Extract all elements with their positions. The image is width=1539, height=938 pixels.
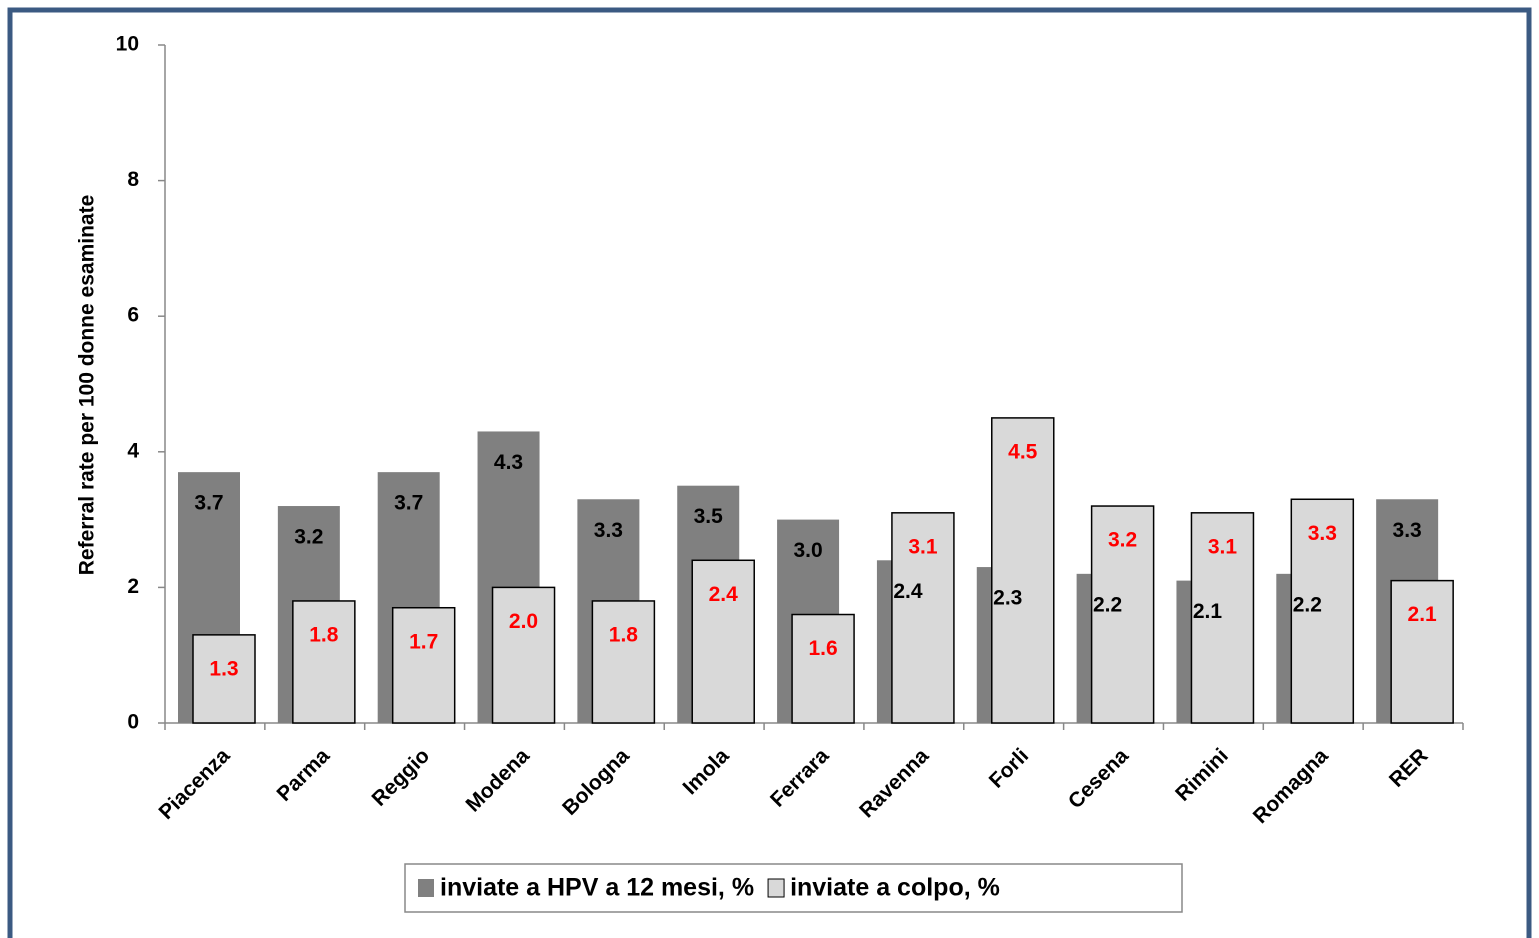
legend-swatch [418,879,434,897]
data-label: 3.3 [594,519,623,542]
y-tick-label: 2 [127,575,139,598]
x-tick-label: Forli [985,744,1033,792]
y-tick-label: 10 [116,33,139,56]
bar [1190,512,1255,724]
legend-label: inviate a colpo, % [790,874,1000,902]
x-tick-label: Cesena [1064,744,1133,813]
bar [1090,505,1155,724]
bar [1290,498,1355,724]
y-tick-label: 8 [127,168,139,191]
data-label: 3.2 [1108,529,1137,552]
data-label: 2.4 [709,583,739,606]
data-label: 1.3 [209,657,238,680]
x-tick-label: Bologna [558,744,634,820]
data-label: 3.7 [194,492,223,515]
data-label: 3.1 [1208,535,1238,558]
x-tick-label: Modena [462,744,535,817]
legend-swatch [767,878,785,898]
x-tick-label: Rimini [1171,744,1233,806]
data-label: 1.8 [309,624,339,647]
bar [591,600,656,724]
data-label: 1.7 [409,630,438,653]
data-label: 3.1 [908,535,938,558]
data-label: 3.3 [1308,522,1337,545]
data-label: 2.2 [1093,593,1122,616]
data-label: 2.0 [509,610,538,633]
legend-label: inviate a HPV a 12 mesi, % [440,874,754,902]
x-tick-label: RER [1385,744,1433,792]
data-label: 3.0 [793,539,822,562]
data-label: 1.6 [808,637,837,660]
data-label: 2.3 [993,587,1022,610]
bar [791,613,855,724]
y-tick-label: 0 [127,711,139,734]
bar [691,559,755,724]
data-label: 3.5 [694,505,724,528]
x-tick-label: Reggio [367,744,434,811]
data-label: 1.8 [609,624,639,647]
bar [991,417,1055,724]
bar [491,586,556,724]
bar [391,606,456,724]
x-tick-label: Ferrara [766,744,834,812]
x-tick-label: Piacenza [155,744,235,824]
x-tick-label: Imola [679,744,734,799]
x-tick-label: Parma [273,744,335,806]
y-tick-label: 6 [127,304,139,327]
x-tick-label: Ravenna [855,744,933,822]
data-label: 3.3 [1393,519,1422,542]
x-tick-label: Romagna [1249,744,1333,828]
data-label: 2.4 [893,580,923,603]
data-label: 2.1 [1193,600,1223,623]
bar [292,600,356,724]
data-label: 2.2 [1293,593,1322,616]
legend-box [404,863,1183,913]
data-label: 3.7 [394,492,423,515]
y-tick-label: 4 [127,439,139,462]
bar [192,634,256,724]
frame [7,7,1532,938]
bar [891,512,955,724]
y-axis-title: Referral rate per 100 donne esaminate [76,195,99,576]
data-label: 4.3 [494,451,523,474]
data-label: 3.2 [294,526,323,549]
bar [1390,579,1454,724]
data-label: 4.5 [1008,440,1038,463]
data-label: 2.1 [1408,603,1438,626]
